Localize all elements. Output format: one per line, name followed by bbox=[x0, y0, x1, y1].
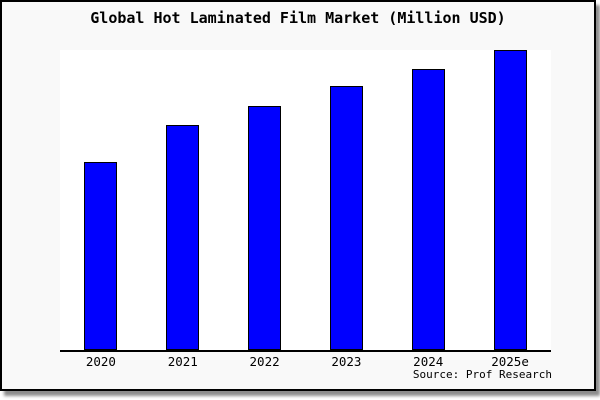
x-tick-label: 2022 bbox=[249, 354, 280, 369]
source-credit: Source: Prof Research bbox=[412, 368, 552, 381]
bar-slot bbox=[224, 50, 306, 350]
bar-slot bbox=[469, 50, 551, 350]
chart-frame: Global Hot Laminated Film Market (Millio… bbox=[0, 0, 596, 391]
bar-2024 bbox=[411, 69, 445, 350]
chart-title: Global Hot Laminated Film Market (Millio… bbox=[90, 9, 506, 27]
bar-slot bbox=[60, 50, 142, 350]
x-tick-label: 2024 bbox=[413, 354, 444, 369]
x-tick-label: 2023 bbox=[331, 354, 362, 369]
bar-2025e bbox=[493, 50, 527, 350]
x-tick-label: 2021 bbox=[167, 354, 198, 369]
bar-2023 bbox=[329, 86, 363, 350]
bar-2022 bbox=[248, 106, 282, 350]
bar-slot bbox=[387, 50, 469, 350]
x-tick-label: 2020 bbox=[85, 354, 116, 369]
bar-slot bbox=[305, 50, 387, 350]
x-axis-labels: 2020 2021 2022 2023 2024 2025e bbox=[60, 355, 551, 369]
x-tick-label: 2025e bbox=[491, 354, 529, 369]
bar-2020 bbox=[84, 161, 118, 350]
bar-2021 bbox=[166, 124, 200, 350]
plot-area bbox=[60, 50, 551, 352]
bar-slot bbox=[142, 50, 224, 350]
